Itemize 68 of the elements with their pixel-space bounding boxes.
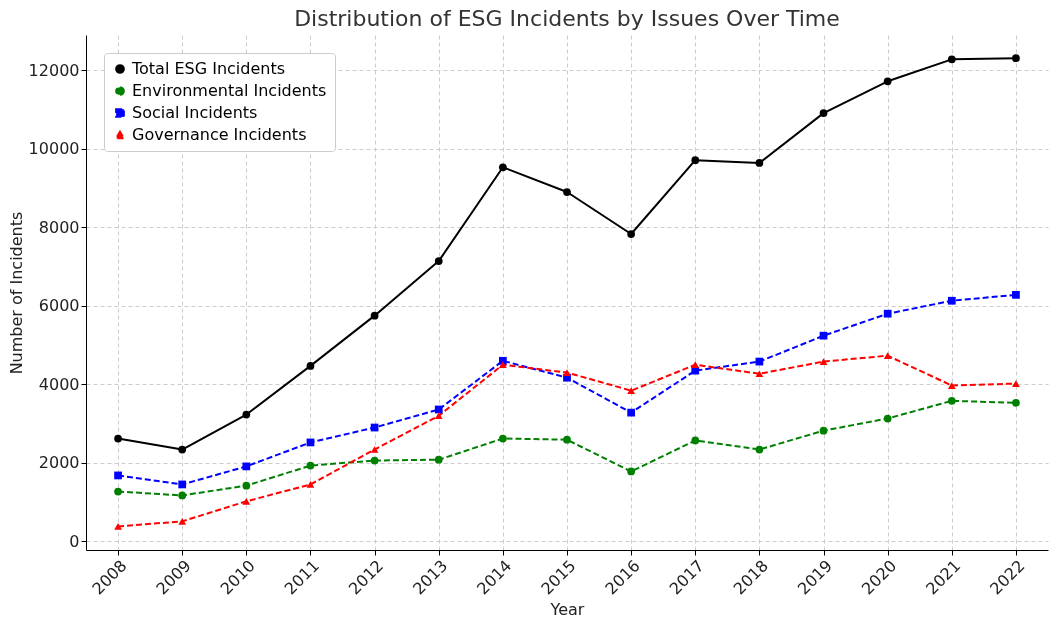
point xyxy=(819,358,828,365)
y-tick-label: 12000 xyxy=(28,60,80,80)
point xyxy=(178,491,187,500)
point xyxy=(434,455,443,464)
point xyxy=(947,296,956,305)
point xyxy=(114,487,122,496)
point xyxy=(434,412,443,420)
point xyxy=(1012,54,1020,63)
point xyxy=(1012,290,1020,299)
x-axis-title: Year xyxy=(549,599,585,619)
point xyxy=(755,370,764,378)
point xyxy=(947,382,956,389)
point xyxy=(627,467,636,476)
point xyxy=(242,481,251,490)
point xyxy=(691,361,700,369)
point xyxy=(306,362,315,370)
point xyxy=(242,497,251,505)
point xyxy=(114,434,122,443)
y-tick-label: 4000 xyxy=(38,374,80,394)
y-tick-label: 0 xyxy=(69,531,80,551)
point xyxy=(883,77,892,86)
point xyxy=(242,410,251,419)
point xyxy=(370,446,379,453)
point xyxy=(1012,398,1020,407)
point xyxy=(178,517,187,525)
point xyxy=(434,257,443,265)
point xyxy=(627,408,636,417)
point xyxy=(498,163,507,172)
legend-label: Environmental Incidents xyxy=(132,81,327,100)
point xyxy=(563,369,571,376)
point xyxy=(691,436,700,445)
point xyxy=(370,456,379,465)
legend-label: Governance Incidents xyxy=(132,125,307,144)
point xyxy=(114,471,122,480)
y-axis-title: Number of Incidents xyxy=(6,211,26,375)
point xyxy=(755,159,764,167)
point xyxy=(178,480,187,489)
y-tick-label: 2000 xyxy=(38,453,80,473)
point xyxy=(819,331,828,340)
y-tick-label: 8000 xyxy=(38,217,80,237)
point xyxy=(691,156,700,165)
point xyxy=(627,230,636,238)
point xyxy=(883,352,892,360)
point xyxy=(1012,380,1020,387)
point xyxy=(498,434,507,443)
point xyxy=(306,481,315,488)
legend-label: Total ESG Incidents xyxy=(131,59,286,78)
point xyxy=(114,523,122,530)
point xyxy=(755,445,764,454)
point xyxy=(627,387,636,394)
legend-label: Social Incidents xyxy=(132,103,258,122)
point xyxy=(883,309,892,318)
point xyxy=(434,405,443,414)
point xyxy=(306,461,315,470)
point xyxy=(883,414,892,423)
point xyxy=(947,396,956,405)
point xyxy=(563,188,571,196)
point xyxy=(947,55,956,64)
point xyxy=(563,435,571,444)
y-tick-label: 6000 xyxy=(38,296,80,316)
point xyxy=(178,445,187,454)
point xyxy=(819,426,828,435)
chart-title: Distribution of ESG Incidents by Issues Over Time xyxy=(294,6,840,31)
point xyxy=(370,311,379,320)
point xyxy=(819,109,828,117)
y-tick-label: 10000 xyxy=(28,139,80,159)
point xyxy=(242,462,251,471)
point xyxy=(498,361,507,369)
